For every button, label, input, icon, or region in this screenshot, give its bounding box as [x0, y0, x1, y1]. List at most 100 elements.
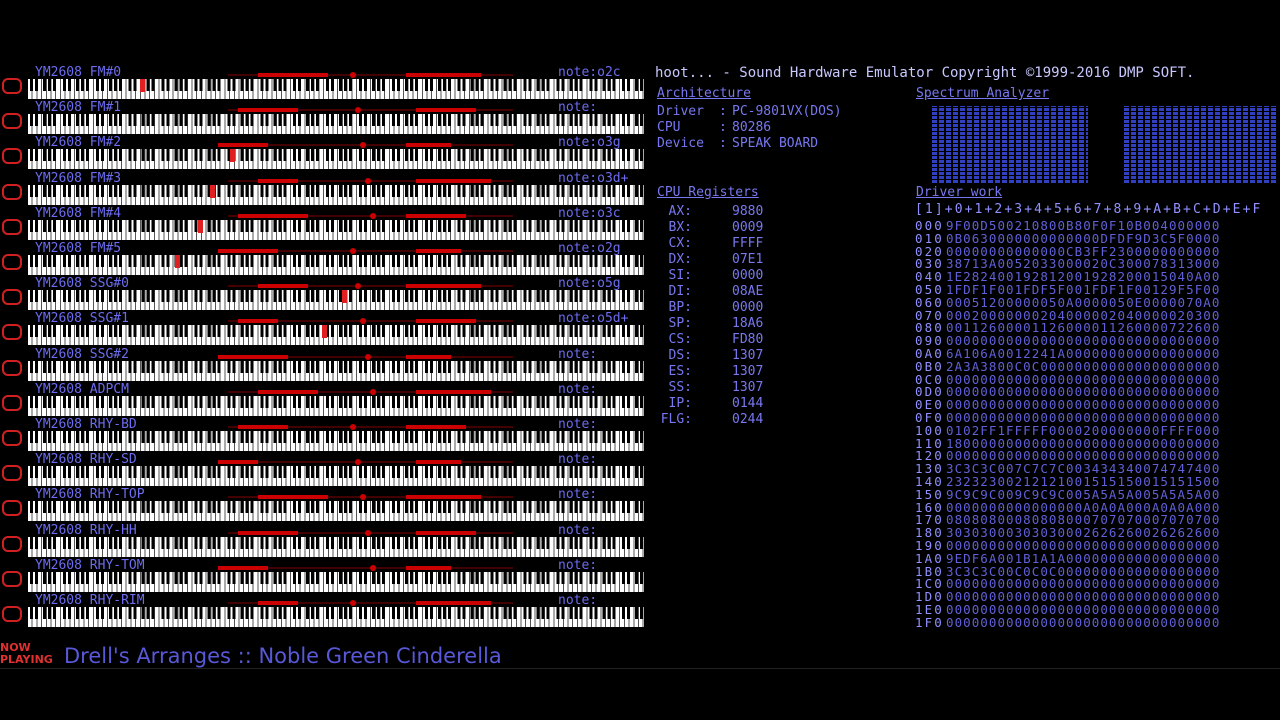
slider-track [228, 250, 513, 252]
dump-bytes: 00051200000050A0000050E0000070A0 [946, 294, 1221, 310]
section-title: Spectrum Analyzer [916, 86, 1050, 101]
dump-address: 040 [915, 269, 944, 285]
arch-value: SPEAK BOARD [732, 136, 819, 151]
key-highlight [322, 325, 327, 339]
key-highlight [230, 149, 235, 163]
reg-value: 08AE [732, 284, 764, 299]
channel-name: YM2608 RHY-HH [35, 522, 137, 538]
section-title: Architecture [657, 86, 751, 101]
slider [238, 530, 298, 535]
dump-address: 1F0 [915, 614, 944, 630]
slider [238, 319, 278, 324]
channel-icon [2, 394, 22, 411]
keyboard [28, 607, 644, 627]
dump-bytes: 23232300212121001515150015151500 [946, 474, 1221, 489]
dump-address: 1B0 [915, 563, 944, 579]
keyboard [28, 571, 644, 592]
reg-value: 0000 [732, 268, 764, 283]
slider-track [228, 426, 513, 428]
channel-name: YM2608 RHY-BD [35, 417, 137, 432]
slider-track [228, 602, 513, 604]
slider [416, 389, 491, 394]
channel-name: YM2608 FM#2 [35, 135, 122, 151]
channel-icon [2, 254, 22, 270]
channel-name: YM2608 FM#1 [35, 100, 122, 116]
slider-knob [360, 494, 366, 501]
app-title: hoot... - Sound Hardware Emulator Copyri… [655, 65, 1195, 81]
dump-address: 120 [915, 448, 944, 464]
reg-label: BP: [668, 300, 692, 315]
slider-knob [370, 212, 376, 219]
reg-value: 1307 [732, 380, 764, 395]
channel-name: YM2608 SSG#0 [35, 276, 129, 292]
reg-label: CX: [668, 236, 692, 251]
slider [218, 249, 278, 253]
reg-label: BX: [668, 220, 692, 235]
keyboard [28, 79, 644, 99]
arch-sep: : [719, 120, 727, 135]
slider [406, 354, 451, 359]
channel-icon [2, 113, 22, 130]
channel-icon [2, 183, 22, 200]
dump-bytes: 0B0630000000000000DFDF9D3C5F0000 [946, 230, 1221, 246]
dump-address: 130 [915, 461, 944, 477]
slider [406, 143, 451, 148]
divider [0, 668, 1280, 669]
dump-bytes: 00000000000000000000000000000000 [946, 410, 1221, 425]
key-highlight [210, 184, 215, 198]
arch-label: CPU [657, 120, 681, 135]
reg-value: 0000 [732, 300, 764, 315]
dump-address: 1D0 [915, 589, 944, 605]
channel-icon [2, 465, 22, 482]
slider-knob [355, 107, 361, 114]
key-highlight [140, 79, 145, 92]
slider [416, 460, 461, 465]
dump-bytes: 9EDF6A001B1A1A000000000000000000 [946, 550, 1221, 566]
dump-bytes: 08080800080808000707070007070700 [946, 512, 1221, 528]
keyboard [28, 184, 644, 205]
channel-icon [2, 359, 22, 376]
slider-track [228, 461, 513, 464]
reg-label: ES: [668, 364, 692, 379]
dump-bytes: 1FDF1F001FDF5F001FDF1F00129F5F00 [946, 282, 1221, 297]
dump-bytes: 30303000303030002626260026262600 [946, 525, 1221, 541]
reg-label: CS: [668, 332, 692, 347]
channel-note: note:o3d+ [558, 170, 629, 186]
dump-address: 070 [915, 307, 944, 323]
channel-name: YM2608 SSG#1 [35, 311, 129, 327]
slider [416, 178, 491, 183]
channel-name: YM2608 SSG#2 [35, 346, 129, 362]
channel-name: YM2608 ADPCM [35, 381, 129, 397]
reg-value: 0144 [732, 396, 764, 411]
dump-bytes: 38713A0052033000020C300078313000 [946, 256, 1221, 272]
dump-address: 0C0 [915, 371, 944, 387]
keyboard [28, 395, 644, 416]
dump-bytes: 00000000000000CB3FF2300000000000 [946, 243, 1221, 259]
spectrum-right [1124, 106, 1278, 184]
dump-address: 140 [915, 474, 944, 489]
reg-label: DI: [668, 284, 692, 299]
reg-label: IP: [668, 396, 692, 411]
reg-label: FLG: [660, 412, 692, 427]
dump-bytes: 2A3A3800C0C000000000000000000000 [946, 358, 1221, 374]
slider [416, 319, 476, 324]
slider [416, 530, 476, 535]
slider-knob [370, 564, 376, 571]
slider-knob [360, 142, 366, 149]
dump-address: 1C0 [915, 576, 944, 592]
channel-note: note:o3g [558, 135, 621, 151]
slider [406, 495, 481, 500]
channel-icon [2, 570, 22, 587]
dump-address: 150 [915, 486, 944, 502]
dump-bytes: 0102FF1FFFFF0000200000000FFFF000 [946, 422, 1221, 438]
dump-address: 1E0 [915, 602, 944, 617]
dump-address: 090 [915, 333, 944, 349]
channel-note: note: [558, 381, 598, 397]
slider-knob [370, 388, 376, 395]
channel-note: note: [558, 417, 598, 432]
dump-address: 170 [915, 512, 944, 528]
reg-value: 1307 [732, 348, 764, 363]
dump-bytes: 00000000000000000000000000000000 [946, 397, 1221, 413]
arch-sep: : [719, 104, 727, 119]
reg-label: DX: [668, 252, 692, 267]
